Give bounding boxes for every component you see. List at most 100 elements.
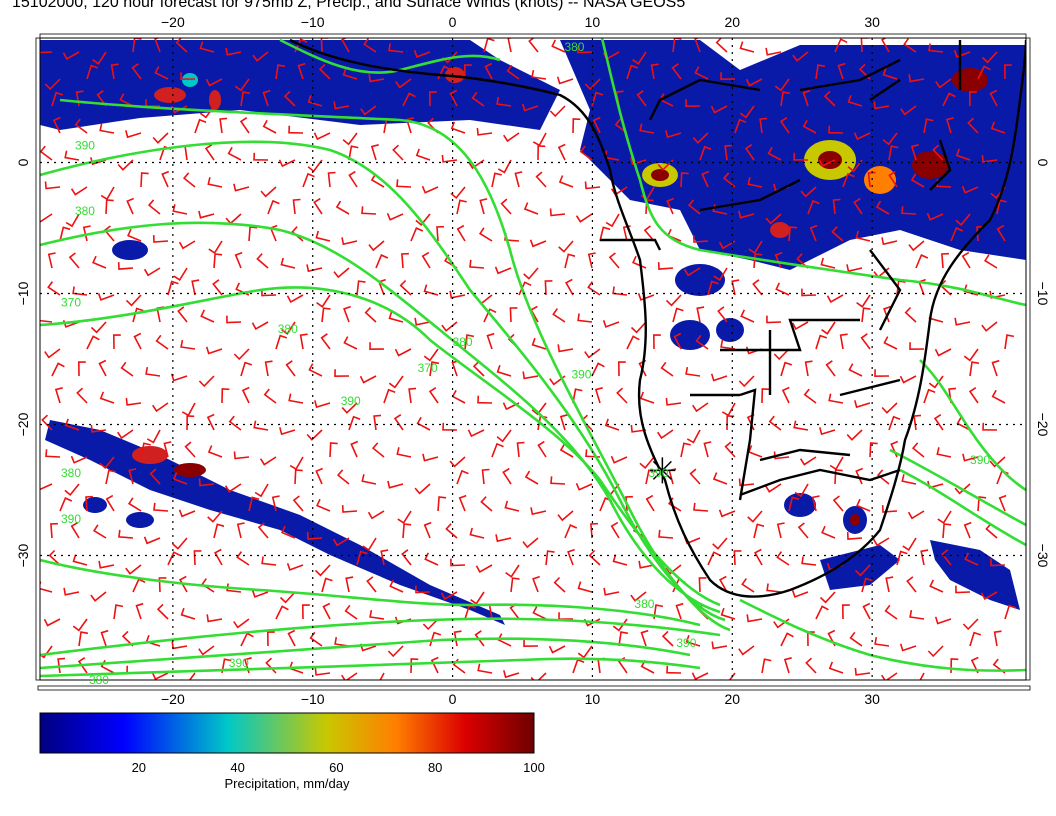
wind-barb (486, 332, 495, 350)
wind-barb (747, 510, 763, 523)
wind-barb (636, 90, 647, 107)
wind-barb (477, 395, 493, 404)
wind-barb (900, 105, 917, 116)
wind-barb (85, 495, 93, 512)
wind-barb (617, 361, 626, 377)
wind-barb (199, 41, 215, 53)
wind-barb (544, 280, 553, 296)
wind-barb (528, 38, 539, 53)
wind-barb (653, 604, 664, 620)
wind-barb (90, 321, 107, 334)
wind-barb (350, 440, 359, 458)
wind-barb (908, 74, 925, 83)
wind-barb (936, 447, 952, 458)
wind-barb (315, 467, 324, 485)
wind-barb (131, 63, 142, 80)
wind-barb (428, 91, 437, 107)
wind-barb (252, 51, 269, 62)
wind-barb (314, 564, 331, 577)
wind-barb (193, 550, 202, 566)
wind-barb (884, 604, 898, 620)
wind-barb (341, 672, 358, 680)
wind-barb (532, 606, 547, 620)
lon-labels-top: −20 −10 0 10 20 30 (161, 14, 880, 30)
wind-barb (968, 387, 979, 404)
wind-barb (828, 661, 844, 674)
wind-barb (370, 144, 379, 161)
wind-barb (765, 47, 782, 56)
wind-barb (630, 591, 647, 602)
wind-barb (608, 252, 620, 269)
wind-barb (422, 453, 439, 462)
wind-barb (348, 170, 358, 188)
lat-tick-label: −20 (1035, 413, 1051, 437)
wind-barb (783, 657, 792, 674)
wind-barb (313, 197, 323, 215)
wind-barb (733, 550, 742, 566)
wind-barb (913, 414, 922, 431)
wind-barb (588, 549, 601, 566)
wind-barb (591, 91, 604, 107)
wind-barb (557, 344, 574, 353)
wind-barb (666, 665, 682, 674)
wind-barb (985, 523, 998, 539)
wind-barb (424, 552, 439, 566)
wind-barb (453, 630, 462, 647)
wind-barb (320, 38, 329, 53)
wind-barb (881, 402, 898, 414)
wind-barb (422, 618, 439, 631)
wind-barb (248, 226, 258, 242)
wind-barb (399, 279, 412, 296)
wind-barb (441, 321, 458, 332)
wind-barb (981, 51, 998, 64)
wind-barb (955, 213, 971, 227)
wind-barb (318, 63, 331, 80)
wind-barb (45, 449, 61, 458)
wind-barb (821, 321, 836, 335)
wind-barb (248, 496, 260, 512)
wind-barb (178, 509, 196, 518)
wind-barb (989, 89, 998, 107)
wind-barb (421, 185, 439, 194)
wind-barb (205, 346, 223, 355)
wind-barb (537, 440, 547, 458)
wind-barb (503, 132, 520, 143)
wind-barb (440, 591, 458, 601)
wind-barb (388, 375, 404, 389)
wind-barb (467, 429, 485, 438)
wind-barb (401, 252, 409, 269)
wind-barb (718, 240, 736, 250)
wind-barb (967, 117, 979, 134)
wind-barb (341, 505, 358, 513)
wind-barb (537, 145, 546, 161)
wind-barb (640, 186, 655, 201)
wind-barb (717, 306, 728, 323)
wind-barb (509, 603, 520, 620)
wind-barb (315, 230, 331, 242)
wind-barb (509, 307, 518, 323)
wind-barb (968, 91, 977, 107)
wind-barb (834, 38, 848, 53)
wind-barb (449, 89, 458, 107)
wind-barb (368, 240, 385, 252)
wind-barb (103, 225, 115, 242)
wind-barb (335, 200, 350, 215)
wind-barb (888, 170, 898, 188)
wind-barb (961, 251, 971, 269)
wind-barb (715, 38, 728, 53)
contour-label: 370 (61, 296, 81, 310)
wind-barb (530, 672, 547, 680)
wind-barb (685, 99, 701, 108)
wind-barb (882, 67, 898, 80)
bottom-scale-bar (37, 685, 1031, 691)
wind-barb (227, 146, 242, 161)
wind-barb (213, 523, 225, 539)
wind-barb (396, 447, 412, 458)
wind-barb (880, 38, 890, 53)
wind-barb (901, 474, 917, 485)
wind-barb (963, 521, 972, 539)
wind-barb (178, 240, 196, 250)
wind-barb (173, 267, 188, 282)
wind-barb (221, 658, 232, 674)
wind-barb (799, 456, 817, 466)
